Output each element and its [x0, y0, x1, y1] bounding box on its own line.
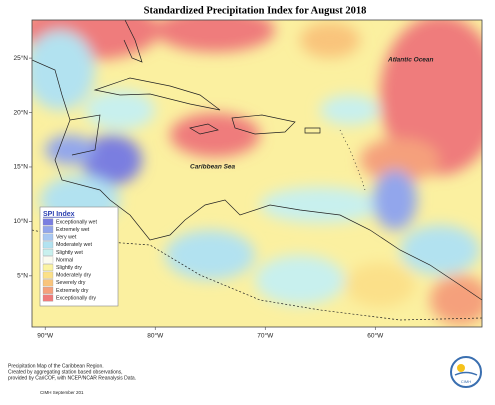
legend-swatch — [42, 294, 54, 302]
legend-swatch — [42, 286, 54, 294]
legend-label: Extremely wet — [56, 227, 90, 233]
y-tick-label: 15°N — [13, 163, 28, 171]
wet-area — [85, 90, 155, 130]
legend-label: Severely dry — [56, 280, 86, 286]
wet-area — [260, 187, 380, 223]
logo-text: CIMH — [461, 379, 471, 384]
legend-label: Normal — [56, 257, 73, 263]
legend-label: Slightly dry — [56, 265, 82, 271]
legend-label: Moderately wet — [56, 242, 92, 248]
logo: CIMH — [450, 356, 482, 388]
wet-area — [255, 255, 345, 305]
legend-label: Very wet — [56, 235, 77, 241]
y-tick-label: 10°N — [13, 217, 28, 225]
y-tick-label: 5°N — [17, 272, 28, 280]
hispaniola — [231, 114, 296, 135]
field-blobs — [32, 20, 482, 325]
y-tick-label: 20°N — [13, 108, 28, 116]
wet-area — [32, 30, 95, 110]
wet-area — [82, 135, 142, 185]
y-tick-label: 25°N — [13, 54, 28, 62]
dry-area — [155, 20, 275, 52]
credit: CIMH September 201 — [40, 390, 84, 395]
logo-sun — [457, 364, 465, 372]
jamaica — [189, 123, 219, 135]
x-tick-label: 80°W — [147, 332, 164, 340]
legend-swatch — [42, 279, 54, 287]
dry-area — [170, 113, 260, 157]
yucatan — [69, 114, 101, 156]
wet-area — [320, 95, 380, 125]
dry-area — [430, 275, 482, 325]
legend-swatch — [42, 271, 54, 279]
dry-area — [345, 263, 415, 307]
map-title: Standardized Precipitation Index for Aug… — [144, 5, 367, 16]
x-tick-label: 60°W — [367, 332, 384, 340]
ocean-label: Atlantic Ocean — [387, 57, 434, 64]
wet-area — [165, 230, 255, 280]
legend-swatch — [42, 248, 54, 256]
dry-area — [380, 20, 482, 175]
footer-line: provided by CariCOF, with NCEP/NCAR Rean… — [8, 375, 136, 381]
wet-area — [400, 225, 480, 275]
legend-label: Exceptionally wet — [56, 219, 97, 225]
footer-line: Created by aggregating station based obs… — [8, 369, 123, 375]
x-tick-label: 70°W — [257, 332, 274, 340]
mainland-coast — [32, 59, 482, 301]
map-frame — [31, 19, 483, 328]
legend-label: Moderately dry — [56, 273, 91, 279]
florida — [123, 20, 143, 63]
wet-area — [373, 170, 417, 230]
x-tick-label: 90°W — [37, 332, 54, 340]
logo-wave — [454, 371, 478, 376]
legend-title: SPI Index — [43, 211, 75, 218]
graticule-labels: 90°W 80°W 70°W 60°W 25°N 20°N 15°N 10°N 5°N — [13, 54, 384, 340]
puerto-rico — [304, 127, 321, 134]
legend-swatch — [42, 226, 54, 234]
legend-label: Slightly wet — [56, 250, 83, 256]
legend-label: Exceptionally dry — [56, 295, 96, 301]
legend-swatch — [42, 218, 54, 226]
legend-swatch — [42, 241, 54, 249]
sea-label: Caribbean Sea — [190, 164, 236, 171]
wet-area — [45, 135, 95, 165]
legend-label: Extremely dry — [56, 288, 89, 294]
legend-swatch — [42, 233, 54, 241]
dry-area — [360, 138, 440, 182]
legend-swatch — [42, 256, 54, 264]
legend-swatch — [42, 264, 54, 272]
spi-field — [32, 20, 482, 327]
legend: SPI Index Exceptionally wet Extremely wet… — [39, 206, 119, 307]
footer-line: Precipitation Map of the Caribbean Regio… — [8, 363, 104, 369]
cuba — [93, 77, 221, 111]
dry-area — [300, 22, 360, 58]
